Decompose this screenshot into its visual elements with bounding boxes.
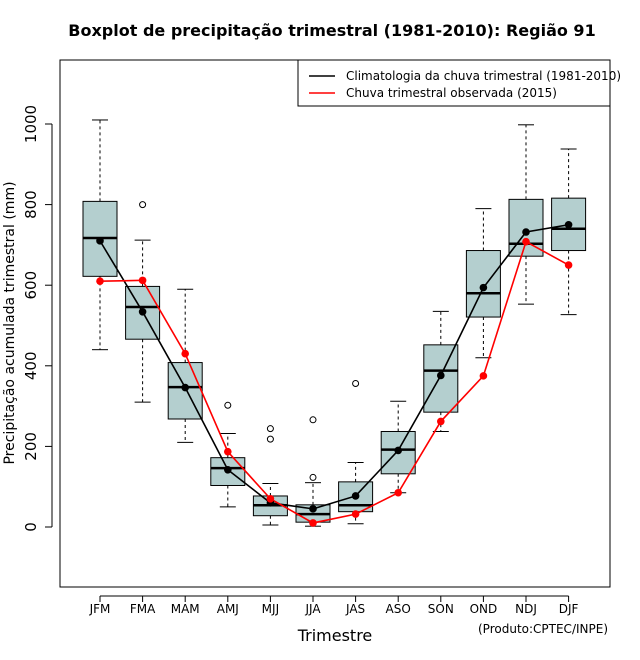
x-axis-label: Trimestre [297,626,373,645]
observed-point [138,276,147,285]
climatology-point [96,237,104,245]
climatology-line [99,223,569,510]
x-tick-label: ASO [386,602,411,616]
outlier-point [266,435,274,443]
climatology-point [181,383,189,392]
outlier-point [309,416,317,424]
y-tick-label: 600 [22,271,40,300]
legend: Climatologia da chuva trimestral (1981-2… [297,59,621,107]
observed-line [99,240,569,524]
observed-point [564,261,573,269]
observed-point [351,510,360,518]
climatology-point [479,283,488,292]
observed-point [266,494,275,503]
outlier-point [139,201,147,209]
y-axis-label: Precipitação acumulada trimestral (mm) [2,181,18,464]
legend-label-climatology: Climatologia da chuva trimestral (1981-2… [346,69,621,83]
climatology-point [394,446,403,455]
outlier-point [352,380,360,388]
observed-point [309,519,317,527]
box-OND [465,208,501,359]
observed-point [479,372,488,380]
observed-point [394,488,403,497]
x-tick-label: MAM [171,602,200,616]
x-tick-label: JJA [304,602,321,616]
observed-point [437,417,445,426]
box-DJF [551,148,587,316]
box-JAS [338,380,374,525]
legend-label-observed: Chuva trimestral observada (2015) [346,86,557,100]
x-tick-label: OND [470,602,498,616]
observed-point [224,447,232,456]
x-tick-label: FMA [130,602,156,616]
x-tick-label: JAS [345,602,365,616]
boxes-group [82,119,587,527]
y-tick-label: 1000 [22,105,40,143]
x-tick-label: AMJ [217,602,239,616]
box-MJJ [252,425,288,526]
observed-point [96,277,104,285]
series-lines-group [96,220,573,527]
observed-point [522,237,530,246]
climatology-point [138,307,147,316]
y-tick-label: 200 [22,432,40,461]
outlier-point [266,425,274,433]
x-tick-label: JFM [89,602,111,616]
climatology-point [309,505,317,513]
chart-title: Boxplot de precipitação trimestral (1981… [68,21,595,40]
box-JFM [82,119,118,351]
x-tick-label: MJJ [262,602,279,616]
climatology-point [437,371,445,380]
x-tick-label: SON [428,602,454,616]
outlier-point [309,473,317,481]
box-SON [423,310,459,432]
x-tick-label: NDJ [515,602,537,616]
product-credit: (Produto:CPTEC/INPE) [478,622,608,636]
observed-point [181,349,189,358]
x-tick-label: DJF [559,602,579,616]
climatology-point [564,220,573,229]
climatology-point [351,492,360,500]
y-tick-label: 800 [22,190,40,219]
outlier-point [224,401,232,409]
y-axis: 0 200 400 600 800 1000 [22,105,53,532]
climatology-point [224,465,232,474]
y-tick-label: 400 [22,351,40,380]
climatology-point [522,228,530,236]
box-iqr [465,250,501,318]
y-tick-label: 0 [22,522,40,532]
x-axis: JFM FMA MAM AMJ MJJ JJA JAS ASO SON OND NDJ DJF [89,595,579,616]
legend-box [297,59,611,107]
